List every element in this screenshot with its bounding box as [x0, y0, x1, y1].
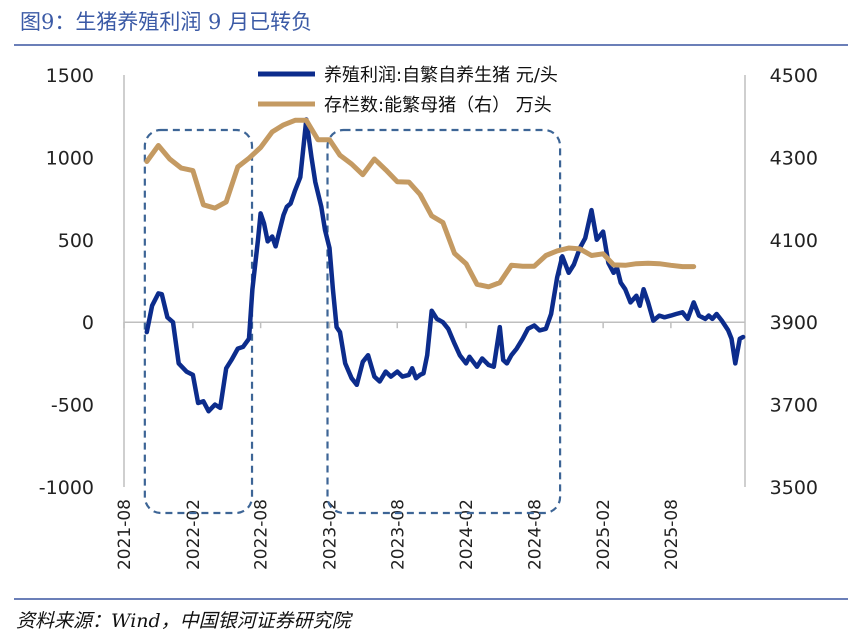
figure-title: 图9：生猪养殖利润 9 月已转负	[20, 10, 313, 34]
y-left-tick-label: -500	[51, 395, 94, 417]
highlight-box-layer	[143, 128, 562, 515]
top-rule	[14, 44, 848, 46]
x-tick-label: 2025-08	[662, 499, 682, 570]
x-tick-label: 2023-08	[388, 499, 408, 570]
legend-label-inventory: 存栏数:能繁母猪（右） 万头	[324, 95, 552, 116]
x-tick-label: 2025-02	[594, 499, 614, 570]
highlight-box-2	[326, 128, 562, 515]
y-right-tick-label: 3700	[770, 395, 818, 417]
y-left-tick-label: -1000	[39, 477, 94, 499]
y-left-tick-label: 1000	[46, 147, 94, 169]
series-layer	[144, 117, 746, 414]
x-tick-label: 2021-08	[115, 499, 135, 570]
y-right-tick-label: 3500	[770, 477, 818, 499]
axes-layer: 1500 1000 500 0 -500 -1000 4500 4300 4100 3900 370…	[39, 65, 818, 570]
y-left-tick-label: 1500	[46, 65, 94, 87]
y-right-tick-label: 4100	[770, 230, 818, 252]
x-tick-label: 2022-08	[252, 499, 272, 570]
series-line-profit	[144, 117, 746, 414]
x-tick-label: 2023-02	[321, 499, 341, 570]
legend-label-profit: 养殖利润:自繁自养生猪 元/头	[324, 64, 558, 86]
legend: 养殖利润:自繁自养生猪 元/头 存栏数:能繁母猪（右） 万头	[258, 64, 558, 116]
y-left-tick-label: 0	[82, 312, 94, 334]
y-right-tick-label: 4300	[770, 147, 818, 169]
source-note: 资料来源：Wind，中国银河证券研究院	[16, 610, 351, 632]
y-right-tick-label: 4500	[770, 65, 818, 87]
y-left-tick-label: 500	[58, 230, 94, 252]
series-line-inventory	[144, 117, 697, 290]
x-tick-label: 2024-02	[457, 499, 477, 570]
x-tick-label: 2022-02	[184, 499, 204, 570]
highlight-box-1	[143, 128, 254, 515]
x-tick-label: 2024-08	[525, 499, 545, 570]
y-right-tick-label: 3900	[770, 312, 818, 334]
bottom-rule	[14, 598, 848, 600]
